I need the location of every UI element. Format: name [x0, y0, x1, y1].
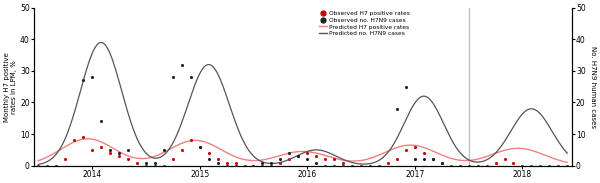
Point [132, 161, 142, 164]
Point [383, 161, 393, 164]
Point [159, 164, 169, 167]
Point [168, 76, 178, 79]
Point [168, 158, 178, 161]
Point [257, 164, 267, 167]
Point [455, 164, 464, 167]
Point [43, 164, 52, 167]
Point [293, 155, 303, 158]
Point [554, 164, 563, 167]
Point [365, 164, 375, 167]
Point [347, 164, 357, 167]
Point [257, 161, 267, 164]
Point [114, 152, 124, 154]
Point [222, 161, 232, 164]
Point [374, 164, 384, 167]
Point [240, 164, 250, 167]
Point [177, 148, 187, 151]
Point [114, 155, 124, 158]
Point [186, 139, 196, 142]
Point [545, 164, 554, 167]
Point [338, 164, 348, 167]
Point [410, 158, 419, 161]
Point [34, 164, 43, 167]
Point [536, 164, 545, 167]
Point [527, 164, 536, 167]
Point [392, 107, 402, 110]
Point [275, 161, 285, 164]
Point [275, 158, 285, 161]
Point [320, 164, 330, 167]
Point [392, 158, 402, 161]
Point [329, 158, 339, 161]
Point [105, 152, 115, 154]
Point [105, 148, 115, 151]
Point [284, 158, 294, 161]
Point [473, 164, 482, 167]
Point [266, 161, 276, 164]
Point [320, 158, 330, 161]
Point [311, 161, 321, 164]
Point [410, 145, 419, 148]
Point [266, 164, 276, 167]
Point [329, 164, 339, 167]
Point [419, 158, 428, 161]
Point [428, 158, 437, 161]
Point [52, 164, 61, 167]
Point [293, 155, 303, 158]
Point [96, 120, 106, 123]
Point [141, 164, 151, 167]
Y-axis label: No. H7N9 human cases: No. H7N9 human cases [590, 46, 596, 128]
Point [356, 164, 366, 167]
Point [302, 158, 312, 161]
Point [204, 158, 214, 161]
Point [248, 164, 258, 167]
Point [464, 164, 473, 167]
Point [428, 158, 437, 161]
Point [311, 155, 321, 158]
Point [79, 79, 88, 82]
Y-axis label: Monthly H7 positive
rates in LPM, %: Monthly H7 positive rates in LPM, % [4, 52, 17, 122]
Point [437, 161, 446, 164]
Point [88, 148, 97, 151]
Point [123, 158, 133, 161]
Point [195, 145, 205, 148]
Point [231, 161, 241, 164]
Point [401, 85, 411, 88]
Point [302, 152, 312, 154]
Point [437, 161, 446, 164]
Point [284, 152, 294, 154]
Point [96, 145, 106, 148]
Point [159, 148, 169, 151]
Point [204, 152, 214, 154]
Point [500, 158, 509, 161]
Point [79, 136, 88, 139]
Point [141, 161, 151, 164]
Point [123, 148, 133, 151]
Point [213, 158, 223, 161]
Point [509, 161, 518, 164]
Point [213, 161, 223, 164]
Point [150, 161, 160, 164]
Point [150, 164, 160, 167]
Point [61, 158, 70, 161]
Point [419, 152, 428, 154]
Point [482, 164, 491, 167]
Point [231, 164, 241, 167]
Point [88, 76, 97, 79]
Legend: Observed H7 positive rates, Observed no. H7N9 cases, Predicted H7 positive rates: Observed H7 positive rates, Observed no.… [316, 9, 412, 38]
Point [562, 164, 572, 167]
Point [177, 63, 187, 66]
Point [186, 76, 196, 79]
Point [338, 161, 348, 164]
Point [518, 164, 527, 167]
Point [195, 145, 205, 148]
Point [248, 164, 258, 167]
Point [401, 148, 411, 151]
Point [446, 164, 455, 167]
Point [491, 161, 500, 164]
Point [70, 139, 79, 142]
Point [222, 164, 232, 167]
